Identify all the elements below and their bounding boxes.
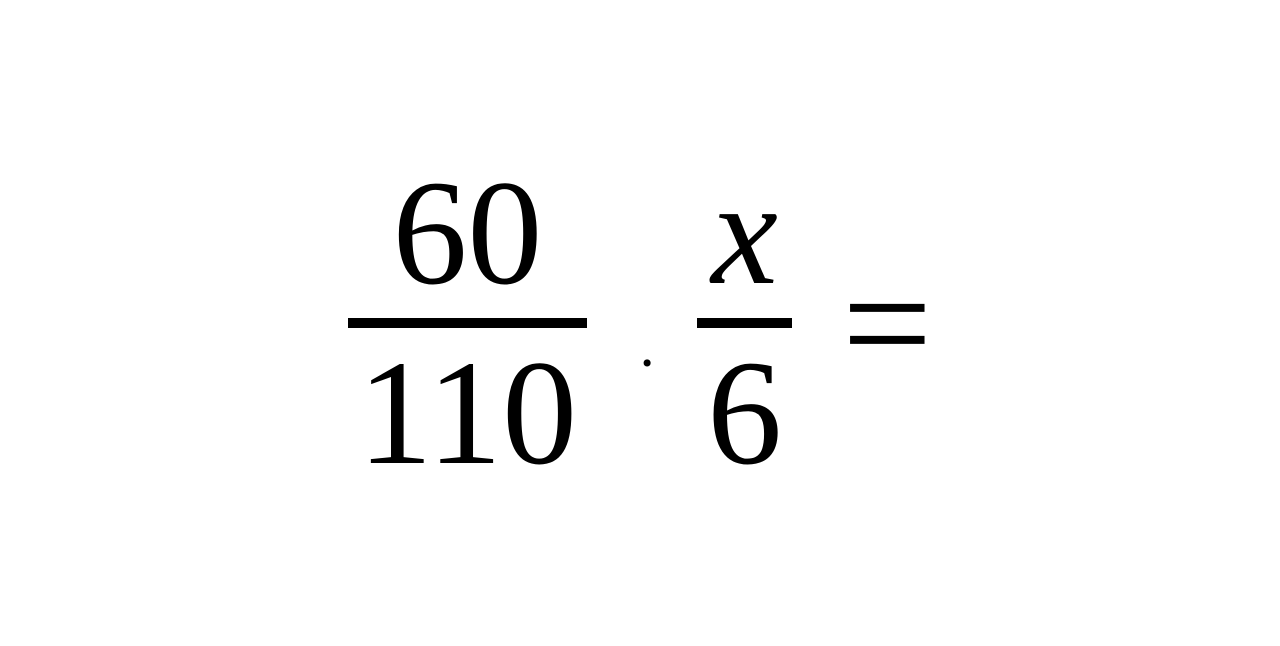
fraction-2-bar [697, 318, 792, 328]
fraction-1-numerator: 60 [382, 158, 552, 318]
fraction-2-denominator: 6 [697, 328, 792, 488]
math-equation: 60 110 · x 6 = [348, 158, 933, 488]
fraction-1-denominator: 110 [348, 328, 587, 488]
fraction-2-numerator: x [701, 158, 788, 318]
equals-sign: = [842, 243, 932, 403]
fraction-2: x 6 [697, 158, 792, 488]
multiplication-dot: · [637, 333, 657, 393]
fraction-1-bar [348, 318, 587, 328]
fraction-1: 60 110 [348, 158, 587, 488]
